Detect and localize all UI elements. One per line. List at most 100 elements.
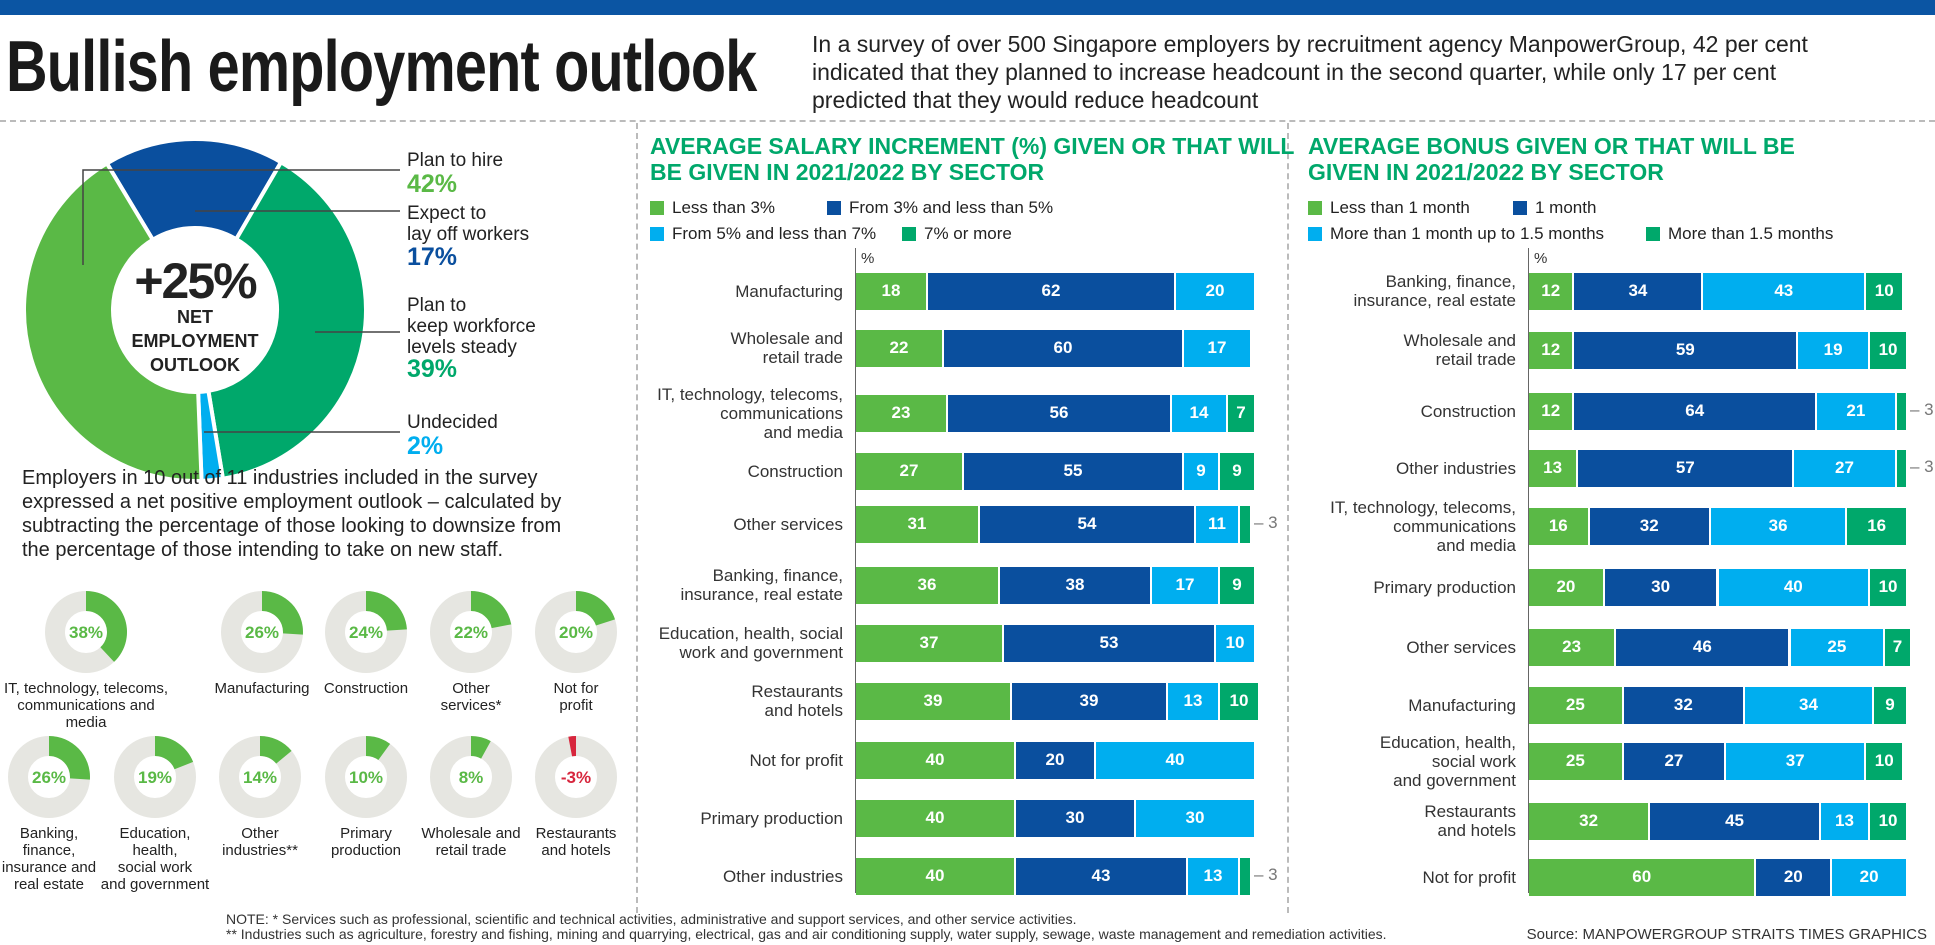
bar-segment: 20 (1756, 858, 1833, 896)
divider (0, 120, 1935, 122)
bar-segment: 25 (1529, 742, 1624, 780)
chart-title: AVERAGE SALARY INCREMENT (%) GIVEN OR TH… (650, 133, 1295, 185)
segment-value: 42% (407, 170, 458, 198)
legend-label: More than 1.5 months (1668, 224, 1834, 243)
bar-segment: 11 (1196, 505, 1240, 543)
bar-segment: 9 (1220, 566, 1256, 604)
legend-label: 1 month (1535, 198, 1597, 217)
industry-label: Wholesale and retail trade (421, 825, 521, 859)
bar-segment: 40 (856, 799, 1016, 837)
bar-value-label: 39 (923, 691, 943, 710)
category-label: Education, health, social work and gover… (658, 624, 843, 662)
bar-segment: 17 (1184, 329, 1252, 367)
industry-label: Construction (323, 680, 409, 697)
category-label: Restaurants and hotels (751, 682, 843, 720)
bar-value-label: 31 (907, 514, 927, 533)
industry-donut: -3% (535, 736, 617, 818)
bar-value-label: 37 (1785, 751, 1805, 770)
bar-value-label: 53 (1099, 633, 1119, 652)
bar-value-label: 10 (1878, 340, 1898, 359)
category-label: Other industries (1396, 458, 1516, 478)
bar-value-label: 20 (1045, 750, 1065, 769)
bar-value-label: 16 (1867, 516, 1887, 535)
unit-label: % (1534, 250, 1548, 267)
bar-segment: 10 (1870, 331, 1908, 369)
bar-segment: 32 (1589, 507, 1711, 545)
bar-segment: 62 (928, 272, 1176, 310)
industry-donut: 20% (535, 591, 617, 673)
legend-item: 1 month (1513, 198, 1596, 218)
bar-value-label: – 3 (1254, 513, 1278, 532)
bar-segment (1896, 449, 1908, 487)
bar-value-label: 36 (917, 575, 937, 594)
bar-segment: 40 (1096, 741, 1256, 779)
bar-value-label: 22 (889, 338, 909, 357)
bar-segment: 34 (1745, 686, 1874, 724)
bar-value-label: 13 (1183, 691, 1203, 710)
donut-value-arc (86, 591, 127, 662)
bar-segment: 40 (856, 741, 1016, 779)
y-axis-line (855, 248, 856, 893)
legend-label: From 3% and less than 5% (849, 198, 1054, 217)
bar-value-label: 10 (1225, 633, 1245, 652)
donut-value-arc (366, 591, 407, 631)
bar-value-label: 27 (1664, 751, 1684, 770)
bar-value-label: 23 (1562, 637, 1582, 656)
bar-segment: 16 (1847, 507, 1908, 545)
bar-segment: 43 (1703, 272, 1867, 310)
bar-segment: 64 (1574, 392, 1818, 430)
donut-segment (206, 159, 368, 482)
bar-value-label: 38 (1065, 575, 1085, 594)
bar-segment: 20 (1832, 858, 1908, 896)
bar-segment: 57 (1578, 449, 1795, 487)
legend-label: 7% or more (924, 224, 1012, 243)
industry-donut: 8% (430, 736, 512, 818)
bar-value-label: 30 (1185, 808, 1205, 827)
bar-segment: 30 (1604, 568, 1719, 606)
segment-label: Plan to keep workforce levels steady (407, 295, 536, 358)
bar-value-label: 10 (1878, 811, 1898, 830)
bar-value-label: 9 (1232, 461, 1242, 480)
industry-donut: 26% (8, 736, 90, 818)
bar-value-label: 27 (899, 461, 919, 480)
industry-value: 24% (349, 623, 383, 642)
page-title: Bullish employment outlook (6, 27, 757, 107)
bar-value-label: 10 (1229, 691, 1249, 710)
bar-value-label: 23 (891, 403, 911, 422)
category-label: Other services (733, 514, 843, 534)
bar-value-label: 10 (1874, 281, 1894, 300)
bar-segment: 60 (1529, 858, 1757, 896)
legend-label: Less than 1 month (1330, 198, 1470, 217)
segment-value: 17% (407, 243, 458, 271)
industry-donut: 38% (45, 591, 127, 673)
industry-donut: 10% (325, 736, 407, 818)
bar-segment: 37 (856, 624, 1004, 662)
bar-value-label: 25 (1565, 751, 1585, 770)
bar-segment: 55 (964, 452, 1184, 490)
bar-value-label: – 3 (1910, 400, 1934, 419)
bar-segment: 10 (1866, 272, 1905, 310)
legend-item: From 3% and less than 5% (827, 198, 1053, 218)
bar-value-label: 13 (1835, 811, 1854, 830)
divider (636, 123, 638, 913)
legend-swatch (902, 227, 916, 241)
industry-value: 8% (459, 768, 484, 787)
bar-segment: 12 (1529, 392, 1575, 430)
bar-segment: 25 (1529, 686, 1624, 724)
industry-label: Other industries** (222, 825, 298, 859)
industry-value: 22% (454, 623, 488, 642)
industry-value: 10% (349, 768, 383, 787)
category-label: Manufacturing (735, 281, 843, 301)
category-label: Wholesale and retail trade (730, 329, 843, 367)
bar-segment: 32 (1623, 686, 1746, 724)
bar-value-label: 25 (1565, 695, 1585, 714)
bar-segment: 9 (1184, 452, 1220, 490)
bar-value-label: 32 (1579, 811, 1599, 830)
bar-value-label: 36 (1768, 516, 1788, 535)
donut-value-arc (576, 591, 615, 626)
bar-value-label: 7 (1236, 403, 1246, 422)
bar-value-label: 40 (925, 750, 945, 769)
legend-item: More than 1.5 months (1646, 224, 1833, 244)
bar-value-label: 9 (1196, 461, 1206, 480)
bar-segment: 34 (1574, 272, 1704, 310)
